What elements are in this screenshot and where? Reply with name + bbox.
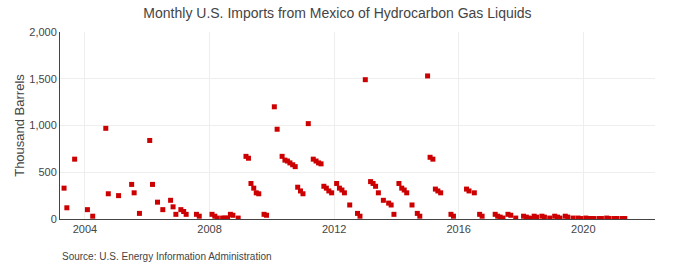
svg-text:500: 500 [38,166,56,178]
svg-text:2020: 2020 [571,223,595,235]
svg-text:2016: 2016 [446,223,470,235]
svg-text:2,000: 2,000 [29,26,57,38]
svg-text:2004: 2004 [73,223,97,235]
svg-text:Thousand Barrels: Thousand Barrels [12,74,27,177]
svg-text:2012: 2012 [322,223,346,235]
svg-text:1,000: 1,000 [29,119,57,131]
svg-text:2008: 2008 [197,223,221,235]
svg-text:Source: U.S. Energy Informatio: Source: U.S. Energy Information Administ… [62,251,272,262]
svg-text:Monthly U.S. Imports from Mexi: Monthly U.S. Imports from Mexico of Hydr… [143,5,531,21]
svg-text:1,500: 1,500 [29,73,57,85]
svg-text:0: 0 [51,213,57,225]
